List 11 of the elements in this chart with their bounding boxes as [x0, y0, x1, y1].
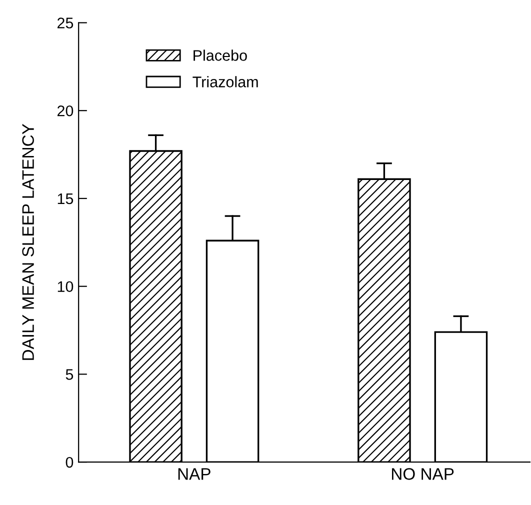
- legend-label: Triazolam: [192, 76, 258, 88]
- y-axis-title: DAILY MEAN SLEEP LATENCY: [22, 124, 34, 360]
- x-tick-label: NAP: [178, 468, 210, 480]
- y-tick-label: 0: [66, 456, 74, 468]
- y-tick-label: 10: [58, 281, 74, 292]
- x-tick-label: NO NAP: [392, 468, 454, 480]
- legend-label: Placebo: [194, 50, 247, 61]
- y-tick-label: 15: [58, 193, 74, 204]
- y-tick-label: 20: [58, 105, 74, 116]
- y-tick-label: 5: [66, 369, 74, 380]
- y-tick-label: 25: [58, 18, 74, 28]
